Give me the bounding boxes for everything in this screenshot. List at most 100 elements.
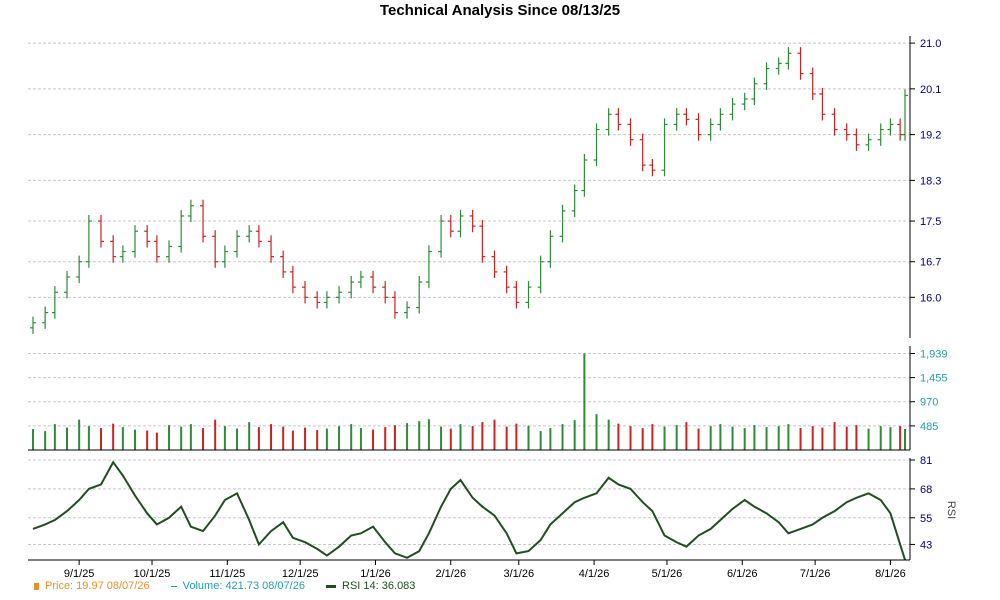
price-candle (491, 250, 498, 278)
x-tick-label: 6/1/26 (727, 568, 758, 580)
price-candle (187, 199, 194, 223)
rsi-axis-tick-label: 68 (920, 484, 932, 496)
price-candle (382, 281, 389, 304)
price-candle (246, 225, 253, 243)
x-tick-label: 4/1/26 (579, 568, 610, 580)
price-candle (513, 281, 520, 309)
price-candle (255, 225, 262, 248)
volume-axis-tick-label: 1,455 (920, 373, 948, 385)
x-tick-label: 12/1/25 (282, 568, 319, 580)
price-candle (741, 92, 748, 111)
price-candle (707, 118, 714, 141)
price-candle (831, 108, 838, 136)
price-candle (51, 286, 58, 319)
price-candle (404, 301, 411, 319)
price-candle (547, 230, 554, 268)
price-candle (809, 67, 816, 101)
price-candle (425, 245, 432, 289)
x-tick-label: 7/1/26 (800, 568, 831, 580)
price-candle (42, 306, 49, 329)
price-candle (234, 230, 241, 258)
price-candle (627, 118, 634, 146)
rsi-axis-tick-label: 43 (920, 539, 932, 551)
price-candle (302, 281, 309, 304)
volume-bars (32, 353, 906, 450)
rsi-line (32, 460, 906, 561)
price-candle (571, 184, 578, 217)
price-candle (729, 98, 736, 121)
price-candle (221, 245, 228, 268)
x-tick-label: 10/1/25 (134, 568, 171, 580)
price-candle (897, 118, 904, 141)
rsi-axis-tick-label: 55 (920, 513, 932, 525)
rsi-line-group (32, 460, 906, 561)
price-candle (323, 291, 330, 309)
price-candle (877, 123, 884, 146)
price-candle (110, 235, 117, 263)
price-candle (775, 57, 782, 75)
legend-rsi: RSI 14: 36.083 (326, 580, 415, 592)
price-candle (153, 235, 160, 263)
volume-grid (28, 353, 910, 427)
price-candle (132, 225, 139, 258)
price-candle (695, 113, 702, 141)
rsi-swatch-icon (326, 584, 337, 588)
volume-axis-tick-label: 1,939 (920, 349, 948, 361)
price-candle (30, 316, 36, 334)
price-candle (438, 214, 445, 258)
x-tick-label: 11/1/25 (209, 568, 245, 580)
price-candle (615, 108, 622, 131)
price-candle (525, 281, 532, 309)
price-axis-tick-label: 16.7 (920, 257, 941, 269)
price-candle (268, 235, 275, 263)
price-swatch-icon (34, 582, 39, 590)
price-candle (469, 209, 476, 233)
rsi-axis-title: RSI (945, 501, 957, 519)
x-tick-label: 8/1/26 (875, 568, 906, 580)
price-candle (751, 77, 758, 106)
price-candle (537, 255, 544, 294)
price-candle (212, 230, 219, 268)
price-candle (64, 270, 71, 299)
x-tick-label: 9/1/25 (64, 568, 95, 580)
price-candle (717, 108, 724, 131)
x-axis-ticks: 9/1/25 10/1/25 11/1/25 12/1/25 1/1/26 2/1/26 3… (64, 560, 906, 580)
price-candle (314, 291, 321, 309)
price-candle (98, 214, 105, 248)
volume-swatch-icon (170, 585, 177, 587)
price-candle (348, 275, 355, 299)
price-candle (178, 209, 185, 253)
price-candle (166, 240, 173, 263)
price-candle (865, 133, 872, 151)
price-axis-tick-label: 21.0 (920, 38, 941, 50)
price-candle (119, 245, 126, 263)
legend: Price: 19.97 08/07/26 Volume: 421.73 08/… (34, 580, 433, 592)
x-tick-label: 1/1/26 (360, 568, 391, 580)
price-candle (370, 270, 377, 294)
price-candle (144, 225, 151, 248)
price-candle (763, 62, 770, 90)
legend-price-label: Price: 19.97 08/07/26 (45, 580, 150, 592)
price-candle (416, 275, 423, 314)
price-candle (673, 108, 680, 131)
price-candle (357, 270, 364, 289)
price-candle (447, 214, 454, 238)
price-candle (649, 159, 656, 177)
legend-volume-label: Volume: 421.73 08/07/26 (182, 580, 305, 592)
axes: 16.0 16.7 17.5 18.3 19.2 20.1 21.0 485 970 1,455 1… (28, 36, 957, 561)
volume-axis-tick-label: 485 (920, 421, 938, 433)
price-grid (28, 42, 910, 298)
price-candle (559, 204, 566, 243)
price-candle (902, 89, 908, 141)
price-candle (503, 265, 510, 294)
price-candle (280, 250, 287, 278)
price-candle (853, 128, 860, 151)
price-candles (30, 47, 908, 334)
legend-volume: Volume: 421.73 08/07/26 (170, 580, 308, 592)
price-candle (683, 108, 690, 126)
price-candle (289, 265, 296, 294)
rsi-grid (28, 459, 910, 545)
legend-price: Price: 19.97 08/07/26 (34, 580, 153, 592)
price-candle (336, 286, 343, 304)
